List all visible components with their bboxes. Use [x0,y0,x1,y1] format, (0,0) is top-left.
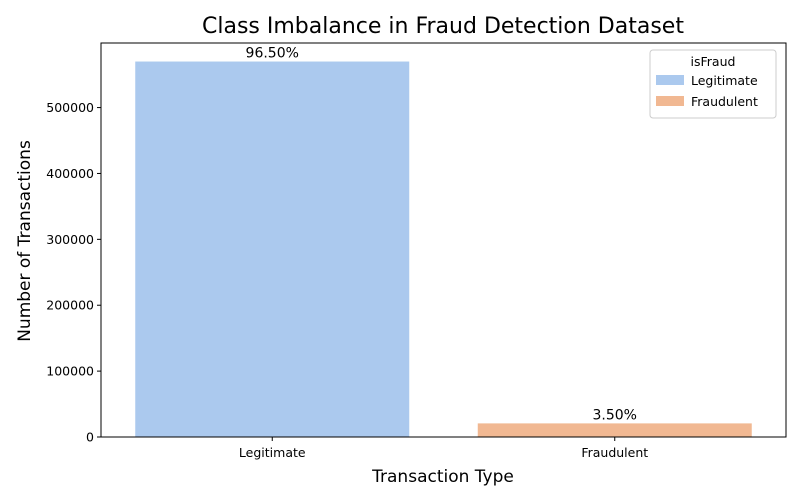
chart-title: Class Imbalance in Fraud Detection Datas… [202,14,684,39]
axes-frame [100,42,787,438]
x-axis-label: Transaction Type [371,467,514,487]
y-axis-label: Number of Transactions [15,140,35,342]
y-tick-label: 400000 [46,166,94,181]
legend: isFraud Legitimate Fraudulent [649,49,777,119]
bar-legitimate [135,61,410,437]
data-label-legitimate: 96.50% [246,46,299,62]
x-tick-label: Legitimate [239,445,306,460]
y-tick-label: 500000 [46,100,94,115]
y-tick-label: 200000 [46,298,94,313]
legend-label-fraudulent: Fraudulent [691,94,758,109]
legend-swatch-legitimate [656,75,684,85]
legend-swatch-fraudulent [656,96,684,106]
plot-area: 96.50% Legitimate 3.50% Fraudulent 0 100000 20… [46,46,752,460]
legend-label-legitimate: Legitimate [691,73,758,88]
y-tick-label: 0 [86,430,94,445]
legend-title: isFraud [691,54,736,69]
bar-fraudulent [477,423,752,437]
y-tick-label: 100000 [46,364,94,379]
y-tick-label: 300000 [46,232,94,247]
data-label-fraudulent: 3.50% [593,407,637,423]
x-tick-label: Fraudulent [581,445,648,460]
